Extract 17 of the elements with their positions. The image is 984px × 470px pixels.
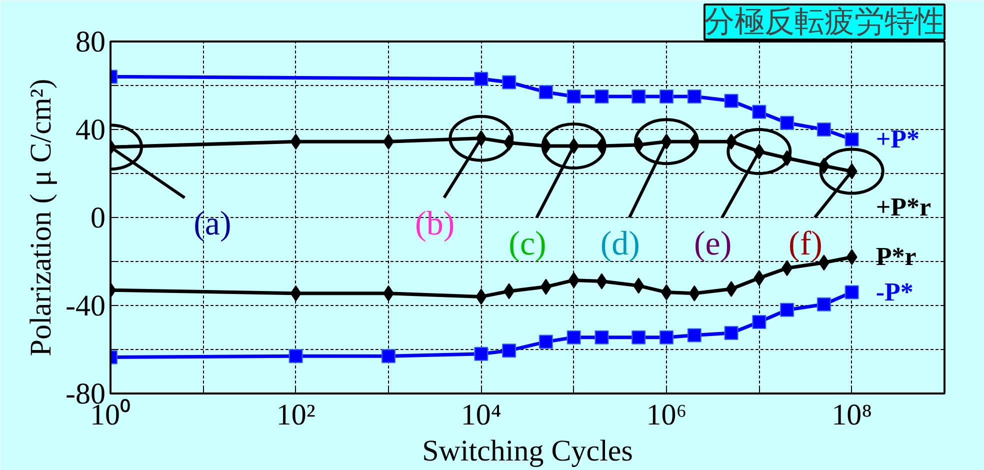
x-tick-label: 10⁴ [460, 398, 502, 432]
y-tick-label: 0 [90, 202, 106, 234]
y-tick-label: 40 [76, 114, 106, 146]
annotation: (f) [788, 225, 822, 262]
x-axis-title: Switching Cycles [422, 434, 633, 468]
y-tick-label: 80 [76, 26, 106, 58]
annotation: (c) [508, 225, 546, 262]
series-label: -P* [876, 277, 914, 306]
x-tick-label: 10⁶ [646, 398, 687, 432]
annotation: (d) [600, 225, 640, 262]
y-axis-title: Polarization ( μ C/cm²) [24, 78, 58, 356]
x-tick-label: 10² [276, 398, 316, 432]
x-tick-label: 10⁸ [832, 398, 872, 432]
annotation: (e) [694, 225, 732, 262]
legend-label: +P*r [876, 192, 932, 222]
series-label: +P* [876, 124, 920, 154]
y-tick-label: -40 [66, 290, 106, 322]
